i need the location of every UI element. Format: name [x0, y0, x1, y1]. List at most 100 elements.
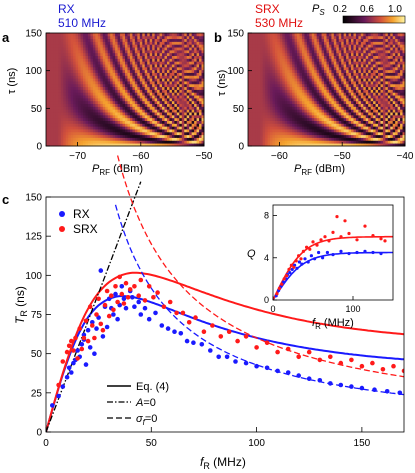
heatmap-cell	[132, 89, 136, 93]
heatmap-cell	[287, 126, 291, 130]
heatmap-cell	[95, 109, 99, 113]
heatmap-cell	[277, 69, 281, 73]
heatmap-cell	[255, 100, 259, 105]
heatmap-cell	[324, 129, 327, 133]
heatmap-cell	[75, 38, 79, 42]
heatmap-cell	[257, 129, 261, 133]
heatmap-cell	[144, 97, 148, 102]
heatmap-cell	[331, 123, 335, 127]
heatmap-cell	[292, 47, 296, 51]
heatmap-cell	[355, 134, 359, 138]
heatmap-cell	[166, 92, 170, 96]
heatmap-cell	[380, 95, 384, 99]
heatmap-cell	[157, 72, 160, 76]
heatmap-cell	[117, 129, 121, 133]
heatmap-cell	[127, 44, 131, 48]
heatmap-cell	[186, 112, 190, 116]
heatmap-cell	[122, 123, 126, 127]
heatmap-cell	[166, 55, 170, 59]
heatmap-cell	[102, 75, 106, 79]
heatmap-cell	[287, 89, 291, 93]
heatmap-cell	[194, 83, 197, 88]
heatmap-cell	[382, 52, 386, 56]
heatmap-cell	[174, 49, 178, 54]
heatmap-cell	[117, 83, 121, 88]
heatmap-cell	[142, 64, 146, 68]
heatmap-cell	[179, 72, 183, 76]
heatmap-cell	[277, 66, 281, 71]
heatmap-cell	[166, 44, 170, 48]
heatmap-cell	[392, 41, 396, 45]
heatmap-cell	[65, 134, 69, 138]
heatmap-cell	[267, 52, 271, 56]
heatmap-cell	[115, 137, 118, 141]
heatmap-cell	[85, 103, 89, 107]
heatmap-cell	[107, 137, 111, 141]
heatmap-cell	[144, 55, 148, 59]
heatmap-cell	[102, 35, 106, 40]
heatmap-cell	[115, 41, 118, 45]
heatmap-cell	[324, 109, 327, 113]
heatmap-cell	[115, 55, 118, 59]
heatmap-cell	[142, 126, 146, 130]
heatmap-cell	[382, 78, 386, 82]
heatmap-cell	[176, 55, 180, 59]
heatmap-cell	[351, 41, 354, 45]
heatmap-cell	[152, 89, 156, 93]
heatmap-cell	[169, 137, 173, 141]
heatmap-cell	[311, 126, 315, 130]
heatmap-cell	[257, 41, 261, 45]
heatmap-cell	[147, 33, 151, 37]
heatmap-cell	[87, 95, 91, 99]
heatmap-cell	[265, 55, 269, 59]
heatmap-cell	[343, 78, 347, 82]
heatmap-cell	[105, 38, 109, 42]
heatmap-cell	[306, 95, 310, 99]
heatmap-cell	[68, 83, 72, 88]
heatmap-cell	[144, 44, 148, 48]
heatmap-cell	[199, 66, 202, 71]
heatmap-cell	[115, 103, 118, 107]
heatmap-cell	[166, 81, 170, 85]
heatmap-cell	[152, 72, 156, 76]
heatmap-cell	[105, 106, 109, 110]
heatmap-cell	[355, 35, 359, 40]
heatmap-cell	[289, 75, 293, 79]
heatmap-cell	[257, 64, 261, 68]
heatmap-cell	[343, 83, 347, 88]
heatmap-cell	[385, 78, 389, 82]
heatmap-cell	[60, 131, 64, 136]
heatmap-cell	[324, 89, 327, 93]
heatmap-cell	[117, 126, 121, 130]
heatmap-cell	[92, 47, 96, 51]
heatmap-cell	[262, 66, 266, 71]
heatmap-cell	[142, 109, 146, 113]
heatmap-cell	[78, 129, 81, 133]
heatmap-cell	[75, 120, 79, 124]
heatmap-cell	[125, 109, 128, 113]
heatmap-cell	[63, 35, 67, 40]
heatmap-cell	[142, 41, 146, 45]
heatmap-cell	[115, 129, 118, 133]
heatmap-cell	[373, 38, 376, 42]
heatmap-cell	[346, 106, 349, 110]
heatmap-cell	[186, 49, 190, 54]
heatmap-cell	[117, 106, 121, 110]
heatmap-cell	[353, 58, 357, 62]
heatmap-cell	[279, 52, 283, 56]
heatmap-cell	[348, 69, 352, 73]
heatmap-cell	[46, 95, 49, 99]
heatmap-cell	[68, 64, 72, 68]
heatmap-cell	[196, 35, 200, 40]
heatmap-cell	[343, 55, 347, 59]
heatmap-cell	[60, 38, 64, 42]
heatmap-cell	[360, 47, 364, 51]
heatmap-cell	[348, 109, 352, 113]
heatmap-cell	[142, 106, 146, 110]
heatmap-cell	[277, 106, 281, 110]
heatmap-cell	[112, 103, 116, 107]
heatmap-cell	[368, 38, 372, 42]
heatmap-cell	[120, 117, 123, 121]
heatmap-cell	[75, 100, 79, 105]
heatmap-cell	[117, 69, 121, 73]
